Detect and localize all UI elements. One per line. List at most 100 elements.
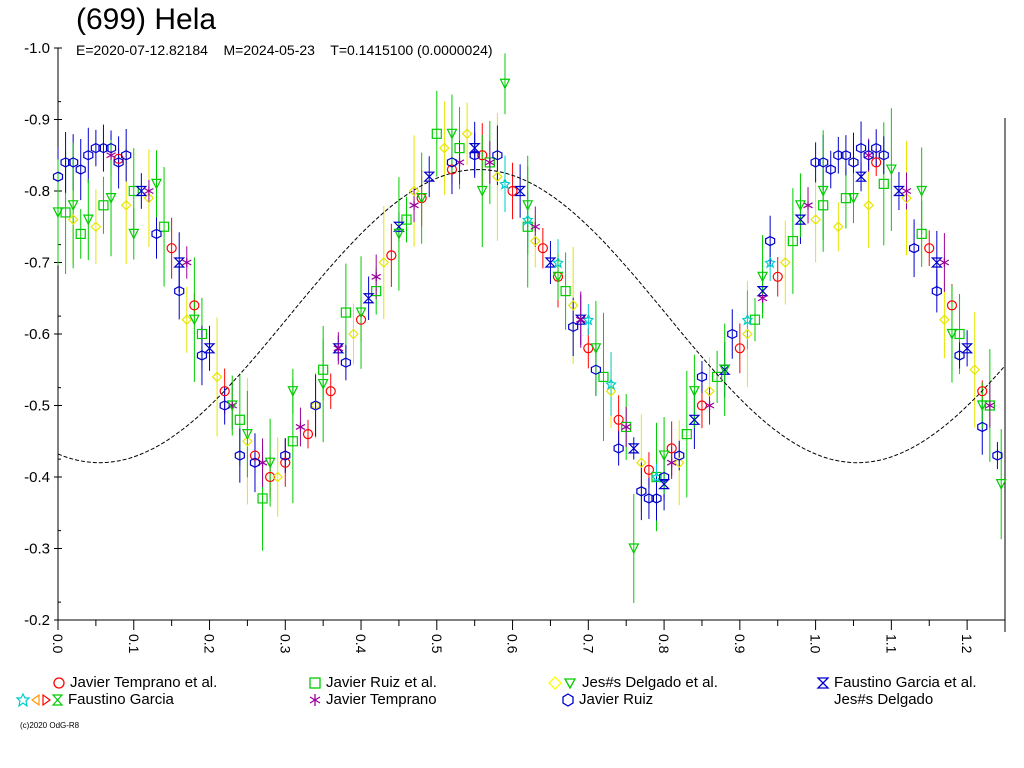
data-point [643, 493, 655, 504]
data-point [67, 200, 79, 212]
data-point [249, 450, 261, 461]
y-tick-label: -0.6 [24, 326, 50, 343]
data-point [992, 450, 1003, 461]
data-point [772, 271, 783, 282]
data-point [696, 371, 708, 383]
data-point [287, 436, 298, 447]
data-point [590, 364, 601, 375]
data-point [234, 414, 245, 425]
data-point [688, 414, 701, 425]
data-point [871, 157, 882, 168]
data-point [848, 157, 859, 168]
data-point [196, 328, 208, 340]
data-point [643, 464, 655, 475]
data-point [181, 314, 193, 326]
data-point [371, 286, 382, 297]
data-point-stroke [901, 187, 912, 195]
data-point [794, 214, 807, 225]
data-point [908, 243, 920, 254]
data-point-stroke [863, 152, 874, 159]
x-tick-label: 0.8 [656, 634, 672, 654]
data-point [265, 471, 276, 483]
data-point [969, 364, 981, 376]
data-point [818, 200, 829, 211]
data-point [52, 207, 64, 219]
data-point [719, 364, 731, 376]
data-point [530, 222, 541, 232]
data-point [976, 400, 988, 412]
data-point [741, 313, 754, 326]
data-point [985, 401, 995, 410]
data-point [803, 200, 813, 210]
data-point [832, 221, 844, 233]
chart-title: (699) Hela [76, 3, 217, 36]
x-tick-label: 0.4 [353, 634, 369, 654]
data-point [529, 235, 541, 247]
data-point-stroke [144, 187, 154, 195]
data-point-stroke [485, 159, 495, 166]
x-tick-label: 1.0 [808, 634, 824, 654]
data-point [409, 200, 419, 210]
data-point [544, 257, 557, 268]
data-point [408, 185, 420, 197]
data-point [954, 328, 965, 340]
data-point [302, 429, 314, 440]
hourglass-marker-icon [816, 677, 830, 689]
data-point [810, 214, 821, 225]
data-point-stroke [803, 202, 813, 209]
data-point [924, 243, 935, 254]
data-point [878, 178, 889, 189]
data-point [514, 185, 527, 197]
data-point [613, 443, 624, 454]
x-tick-label: 0.9 [732, 634, 748, 654]
data-point-stroke [295, 423, 306, 430]
data-point-stroke [939, 259, 950, 266]
data-point [325, 386, 336, 397]
data-point [658, 471, 670, 483]
data-point [68, 157, 79, 168]
data-point [393, 228, 405, 240]
data-point [189, 300, 200, 311]
legend-entry-javier-temprano: Javier Temprano [308, 691, 437, 709]
legend-label: Jes#s Delgado et al. [582, 674, 718, 691]
data-point [833, 150, 844, 161]
data-point [83, 150, 94, 161]
data-point [688, 386, 700, 398]
data-point [810, 157, 821, 168]
data-point [469, 150, 480, 161]
legend-entry-javier-temprano-et-al: Javier Temprano et al. [52, 674, 217, 692]
data-point [871, 142, 882, 154]
data-point [946, 328, 958, 340]
data-point [75, 164, 86, 175]
data-point [113, 157, 124, 168]
data-point [764, 256, 776, 269]
multi-marker-icon [16, 693, 64, 708]
legend-label: Faustino Garcia [68, 691, 174, 708]
y-tick-label: -0.4 [24, 469, 50, 486]
data-point [946, 300, 958, 311]
data-point [128, 228, 140, 240]
data-point [226, 400, 238, 412]
legend-entry-faustino-garcia: Faustino Garcia [16, 691, 174, 709]
data-point [120, 199, 132, 211]
data-point [507, 185, 518, 197]
data-point [158, 221, 170, 232]
data-point [757, 293, 768, 303]
data-point [621, 422, 631, 432]
y-tick-label: -0.3 [24, 541, 50, 558]
data-point [892, 185, 905, 197]
x-tick-label: 0.7 [580, 634, 596, 654]
data-point [522, 200, 534, 212]
data-point [166, 243, 177, 254]
data-point [355, 307, 367, 319]
data-point [901, 186, 912, 196]
data-point-stroke [621, 423, 631, 430]
data-point [75, 228, 86, 239]
data-point [242, 435, 253, 447]
data-point [704, 401, 715, 410]
data-point [362, 293, 375, 304]
data-point [174, 285, 185, 297]
x-tick-label: 0.5 [429, 634, 445, 654]
data-points [52, 78, 1007, 555]
data-point [90, 142, 101, 154]
